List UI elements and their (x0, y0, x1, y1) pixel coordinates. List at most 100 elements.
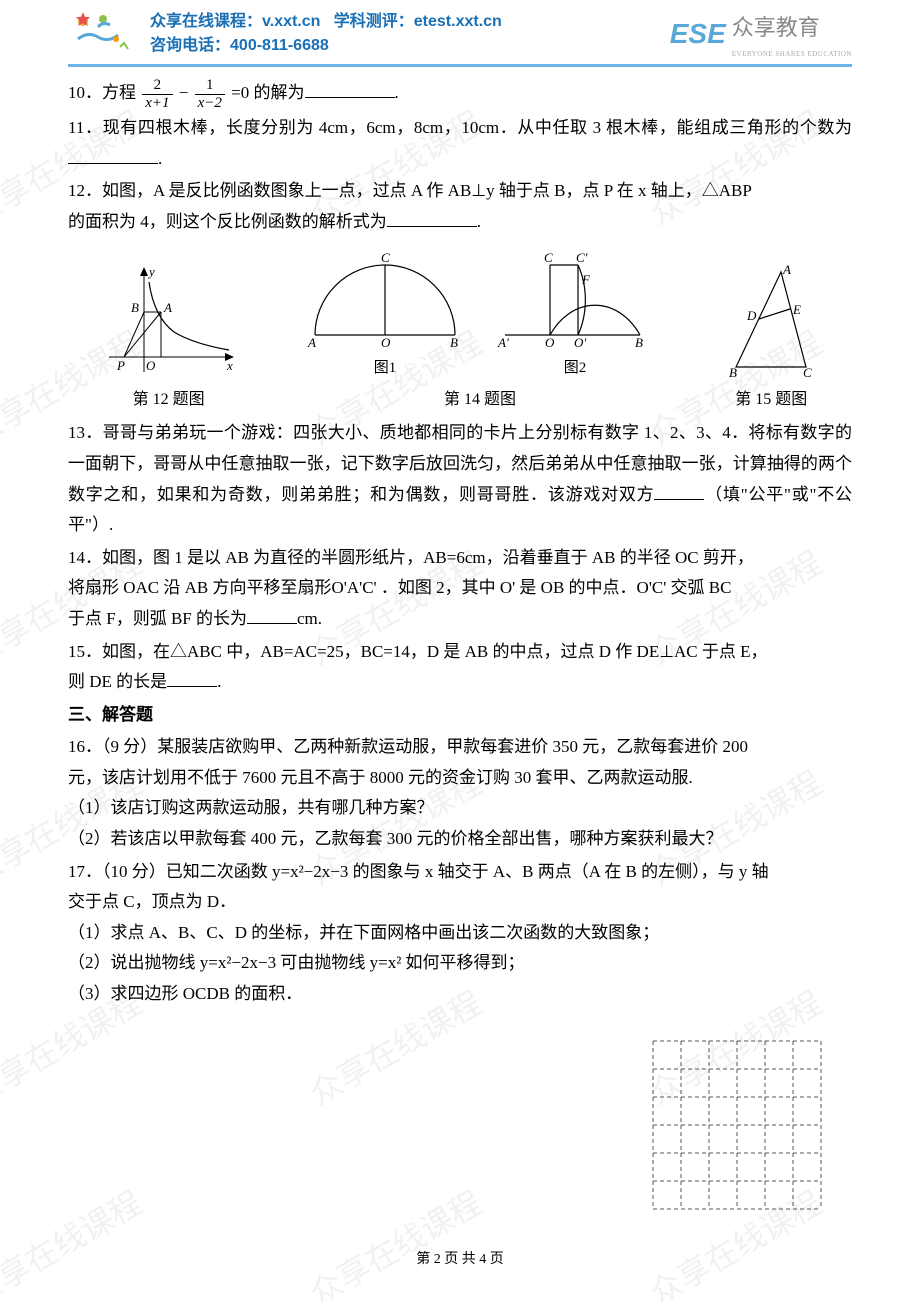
q17-l2: 交于点 C，顶点为 D． (68, 887, 852, 918)
svg-text:C': C' (576, 250, 588, 265)
svg-text:B: B (131, 300, 139, 315)
svg-text:F: F (581, 272, 591, 287)
question-10: 10．方程 2x+1 − 1x−2 =0 的解为. (68, 77, 852, 111)
q12-line2: 的面积为 4，则这个反比例函数的解析式为 (68, 212, 387, 231)
q10-minus: − (179, 83, 189, 102)
header-course-label: 众享在线课程： (150, 13, 262, 30)
q14-l3a: 于点 F，则弧 BF 的长为 (68, 609, 247, 628)
diagram-12-svg: y x B A P O (99, 262, 239, 382)
q17-sub2: （2）说出抛物线 y=x²−2x−3 可由抛物线 y=x² 如何平移得到； (68, 948, 852, 979)
svg-text:C: C (544, 250, 553, 265)
fig2-label: 图2 (490, 355, 660, 382)
diagram-14: A B C O 图1 A' (300, 250, 660, 415)
frac1-num: 2 (142, 77, 172, 95)
q10-end: . (395, 83, 399, 102)
q17-sub3: （3）求四边形 OCDB 的面积． (68, 979, 852, 1010)
svg-text:y: y (147, 264, 155, 279)
q10-prefix: 10．方程 (68, 83, 136, 102)
q12-line2-wrap: 的面积为 4，则这个反比例函数的解析式为. (68, 207, 852, 238)
q15-blank (167, 669, 217, 687)
header-text-block: 众享在线课程：v.xxt.cn 学科测评：etest.xxt.cn 咨询电话：4… (150, 10, 502, 58)
svg-text:x: x (226, 358, 233, 373)
q10-blank (305, 80, 395, 98)
header-course-url: v.xxt.cn (262, 13, 320, 30)
diagram-14-caption: 第 14 题图 (300, 386, 660, 415)
svg-text:O: O (381, 335, 391, 350)
cn-logo-subtitle: EVERYONE SHARES EDUCATION (732, 48, 852, 61)
diagram-14-fig1: A B C O 图1 (300, 250, 470, 382)
svg-text:O: O (545, 335, 555, 350)
cn-logo-text: 众享教育 (732, 15, 820, 40)
q10-suffix: =0 的解为 (231, 83, 304, 102)
q16-l1: 16．（9 分）某服装店欲购甲、乙两种新款运动服，甲款每套进价 350 元，乙款… (68, 732, 852, 763)
q16-sub2: （2）若该店以甲款每套 400 元，乙款每套 300 元的价格全部出售，哪种方案… (68, 824, 852, 855)
q16-sub1: （1）该店订购这两款运动服，共有哪几种方案？ (68, 793, 852, 824)
q12-line1: 12．如图，A 是反比例函数图象上一点，过点 A 作 AB⊥y 轴于点 B，点 … (68, 176, 852, 207)
question-13: 13．哥哥与弟弟玩一个游戏：四张大小、质地都相同的卡片上分别标有数字 1、2、3… (68, 418, 852, 540)
svg-text:O: O (146, 358, 156, 373)
svg-text:E: E (792, 302, 801, 317)
q14-l2: 将扇形 OAC 沿 AB 方向平移至扇形O'A'C' ．如图 2，其中 O' 是… (68, 573, 852, 604)
diagrams-row: y x B A P O 第 12 题图 A B C (68, 250, 852, 415)
q14-l1: 14．如图，图 1 是以 AB 为直径的半圆形纸片，AB=6cm，沿着垂直于 A… (68, 543, 852, 574)
header-test-label: 学科测评： (334, 13, 414, 30)
question-12: 12．如图，A 是反比例函数图象上一点，过点 A 作 AB⊥y 轴于点 B，点 … (68, 176, 852, 237)
diagram-12: y x B A P O 第 12 题图 (99, 262, 239, 415)
q12-end: . (477, 212, 481, 231)
question-16: 16．（9 分）某服装店欲购甲、乙两种新款运动服，甲款每套进价 350 元，乙款… (68, 732, 852, 854)
svg-text:B: B (450, 335, 458, 350)
q16-l2: 元，该店计划用不低于 7600 元且不高于 8000 元的资金订购 30 套甲、… (68, 763, 852, 794)
svg-text:D: D (746, 308, 757, 323)
q14-blank (247, 606, 297, 624)
q13-blank (654, 482, 704, 500)
header-left: 众享在线课程：v.xxt.cn 学科测评：etest.xxt.cn 咨询电话：4… (68, 9, 502, 59)
q15-l2: 则 DE 的长是. (68, 667, 852, 698)
header-right-logo: ESE 众享教育 EVERYONE SHARES EDUCATION (670, 8, 852, 60)
q15-l2a: 则 DE 的长是 (68, 672, 167, 691)
page-header: 众享在线课程：v.xxt.cn 学科测评：etest.xxt.cn 咨询电话：4… (68, 0, 852, 67)
header-phone-label: 咨询电话： (150, 37, 230, 54)
diagram-15: A B C D E 第 15 题图 (721, 262, 821, 415)
question-15: 15．如图，在△ABC 中，AB=AC=25，BC=14，D 是 AB 的中点，… (68, 637, 852, 698)
frac2-den: x−2 (195, 95, 225, 112)
header-logo-icon (68, 9, 140, 59)
fraction-2: 1x−2 (195, 77, 225, 111)
q15-l1: 15．如图，在△ABC 中，AB=AC=25，BC=14，D 是 AB 的中点，… (68, 637, 852, 668)
svg-text:A: A (163, 300, 172, 315)
svg-text:B: B (729, 365, 737, 380)
frac1-den: x+1 (142, 95, 172, 112)
q14-l3: 于点 F，则弧 BF 的长为 cm. (68, 604, 852, 635)
header-test-url: etest.xxt.cn (414, 13, 502, 30)
svg-text:C: C (381, 250, 390, 265)
svg-text:A: A (782, 262, 791, 277)
answer-grid-area (68, 1040, 852, 1210)
svg-text:A: A (307, 335, 316, 350)
diagram-15-svg: A B C D E (721, 262, 821, 382)
svg-text:C: C (803, 365, 812, 380)
q12-blank (387, 209, 477, 227)
page-content: 10．方程 2x+1 − 1x−2 =0 的解为. 11．现有四根木棒，长度分别… (68, 77, 852, 1209)
section-3-heading: 三、解答题 (68, 700, 852, 731)
diagram-14-fig2: A' B C C' O O' F 图2 (490, 250, 660, 382)
header-line2: 咨询电话：400-811-6688 (150, 34, 502, 58)
q15-l2b: . (217, 672, 221, 691)
header-phone-number: 400-811-6688 (230, 37, 329, 54)
ese-logo-text: ESE (670, 9, 726, 59)
q11-end: . (158, 149, 162, 168)
q11-text: 11．现有四根木棒，长度分别为 4cm，6cm，8cm，10cm．从中任取 3 … (68, 118, 852, 137)
diagram-15-caption: 第 15 题图 (721, 386, 821, 415)
fraction-1: 2x+1 (142, 77, 172, 111)
page-footer: 第 2 页 共 4 页 (0, 1247, 920, 1272)
diagram-12-caption: 第 12 题图 (99, 386, 239, 415)
fig1-label: 图1 (300, 355, 470, 382)
q14-l3b: cm. (297, 609, 322, 628)
svg-text:B: B (635, 335, 643, 350)
svg-text:O': O' (574, 335, 586, 350)
question-14: 14．如图，图 1 是以 AB 为直径的半圆形纸片，AB=6cm，沿着垂直于 A… (68, 543, 852, 635)
svg-text:P: P (116, 358, 125, 373)
q17-l1: 17．（10 分）已知二次函数 y=x²−2x−3 的图象与 x 轴交于 A、B… (68, 857, 852, 888)
question-11: 11．现有四根木棒，长度分别为 4cm，6cm，8cm，10cm．从中任取 3 … (68, 113, 852, 174)
header-line1: 众享在线课程：v.xxt.cn 学科测评：etest.xxt.cn (150, 10, 502, 34)
question-17: 17．（10 分）已知二次函数 y=x²−2x−3 的图象与 x 轴交于 A、B… (68, 857, 852, 1010)
answer-grid (652, 1040, 822, 1210)
